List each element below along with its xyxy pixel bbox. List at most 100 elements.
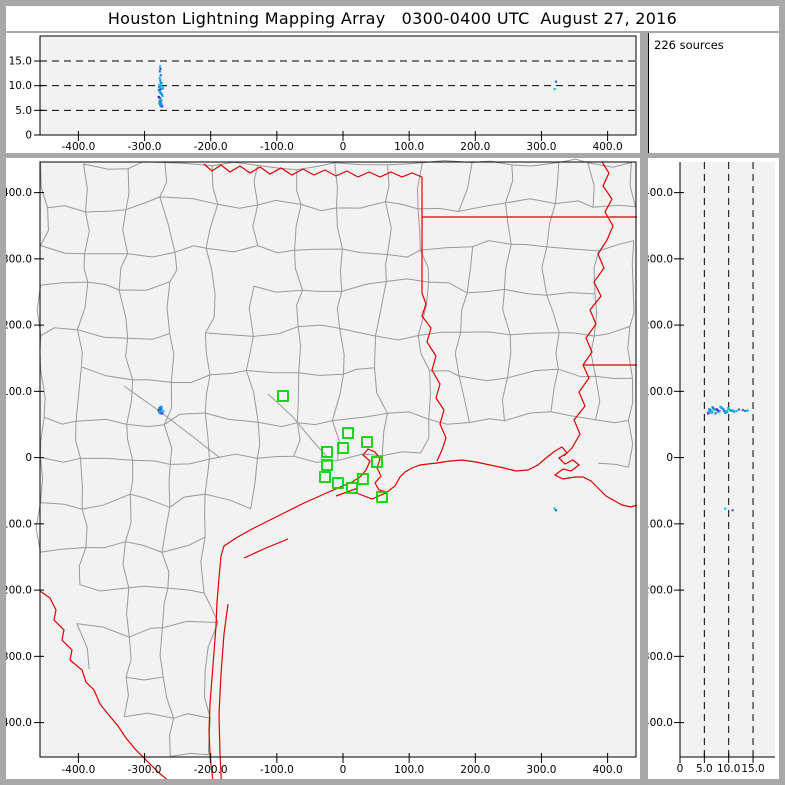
altitude-tick-label: 5.0 xyxy=(696,763,713,775)
source-point xyxy=(160,408,163,411)
plot-area xyxy=(680,162,775,757)
distance-x-tick-label: -200.0 xyxy=(194,141,228,153)
source-point xyxy=(731,409,734,412)
distance-x-tick-label: -200.0 xyxy=(194,764,228,776)
source-point xyxy=(159,406,162,409)
source-point xyxy=(159,67,162,70)
distance-x-tick-label: 200.0 xyxy=(460,764,490,776)
distance-x-tick-label: 400.0 xyxy=(593,764,623,776)
station-marker xyxy=(361,436,373,448)
source-point xyxy=(737,408,741,411)
source-point xyxy=(741,408,744,412)
page-title: Houston Lightning Mapping Array 0300-040… xyxy=(107,9,678,28)
source-point xyxy=(160,405,163,408)
coastline-red xyxy=(353,491,389,500)
source-point xyxy=(716,409,719,412)
source-point xyxy=(553,507,556,510)
source-point xyxy=(715,408,718,411)
altitude-tick-label: 0 xyxy=(25,130,32,142)
distance-y-tick-label: -300.0 xyxy=(6,651,32,663)
distance-x-tick-label: 100.0 xyxy=(394,141,424,153)
distance-y-tick-label: 300.0 xyxy=(6,253,32,265)
county-boundaries xyxy=(35,158,636,757)
station-marker xyxy=(357,473,369,485)
distance-x-tick-label: -100.0 xyxy=(260,764,294,776)
plot-frame xyxy=(39,161,637,758)
source-count-label: 226 sources xyxy=(654,38,724,52)
distance-x-tick-label: -300.0 xyxy=(128,764,162,776)
altitude-ns-plot: 400.0 300.0 200.0 100.0 0 -100.0 -200.0 -300.0 -… xyxy=(648,162,775,775)
source-point xyxy=(158,65,162,68)
altitude-tick-label: 10.0 xyxy=(717,763,740,775)
source-point xyxy=(731,509,734,512)
distance-y-tick-label: -400.0 xyxy=(648,717,673,729)
source-point xyxy=(714,412,717,415)
distance-x-tick-label: 300.0 xyxy=(526,764,556,776)
state-border-red xyxy=(563,161,614,457)
distance-y-tick-label: 0 xyxy=(666,452,673,464)
source-point xyxy=(730,409,733,412)
source-point xyxy=(744,409,747,412)
state-border-red xyxy=(421,177,447,462)
distance-y-tick-label: -400.0 xyxy=(6,717,32,729)
source-point xyxy=(160,82,163,85)
station-marker xyxy=(321,446,333,458)
title-bar: Houston Lightning Mapping Array 0300-040… xyxy=(6,6,779,31)
station-marker xyxy=(342,427,354,439)
station-marker xyxy=(332,477,344,489)
source-point xyxy=(717,410,720,414)
source-point xyxy=(746,409,749,412)
source-point xyxy=(735,409,738,413)
distance-x-tick-label: 0 xyxy=(340,141,347,153)
distance-y-tick-label: 100.0 xyxy=(6,386,32,398)
coastline-red xyxy=(218,603,229,779)
distance-x-tick-label: -400.0 xyxy=(61,764,95,776)
distance-y-tick-label: 100.0 xyxy=(648,386,673,398)
source-point xyxy=(723,409,726,412)
source-point xyxy=(724,411,727,414)
map-panel: -400.0 -300.0 -200.0 -100.0 0 100.0 200.0 300.0… xyxy=(6,158,640,779)
state-border-red xyxy=(203,163,423,178)
source-point xyxy=(159,408,162,411)
source-point xyxy=(162,86,165,89)
source-point xyxy=(162,409,165,413)
source-point xyxy=(719,405,722,408)
source-point xyxy=(158,76,161,79)
source-point xyxy=(732,410,736,413)
distance-x-tick-label: 100.0 xyxy=(394,764,424,776)
distance-y-tick-label: -200.0 xyxy=(648,585,673,597)
distance-y-tick-label: -300.0 xyxy=(648,651,673,663)
plan-view-map-plot: -400.0 -300.0 -200.0 -100.0 0 100.0 200.0 300.0… xyxy=(6,158,638,779)
station-marker xyxy=(371,456,383,468)
altitude-tick-label: 15.0 xyxy=(741,763,764,775)
altitude-ns-panel: 400.0 300.0 200.0 100.0 0 -100.0 -200.0 -300.0 -… xyxy=(648,158,779,779)
altitude-ew-panel: 0 5.0 10.0 15.0 -400.0 -300.0 -200.0 -100.0 0 100… xyxy=(6,33,640,153)
source-point xyxy=(710,411,713,414)
station-marker xyxy=(277,390,289,402)
distance-x-tick-label: 200.0 xyxy=(460,141,490,153)
source-point xyxy=(161,412,164,415)
distance-y-tick-label: 400.0 xyxy=(648,187,673,199)
distance-y-tick-label: 300.0 xyxy=(648,253,673,265)
source-point xyxy=(724,507,727,510)
distance-x-tick-label: -100.0 xyxy=(260,141,294,153)
source-point xyxy=(158,411,161,414)
source-point xyxy=(159,85,163,88)
source-point xyxy=(554,509,558,512)
source-point xyxy=(707,412,710,415)
station-marker xyxy=(321,459,333,471)
distance-y-tick-label: 200.0 xyxy=(6,320,32,332)
distance-y-tick-label: -100.0 xyxy=(648,518,673,530)
distance-x-tick-label: 0 xyxy=(340,764,347,776)
station-marker xyxy=(346,482,358,494)
source-point xyxy=(158,70,161,73)
source-point xyxy=(554,80,558,83)
altitude-tick-label: 15.0 xyxy=(9,56,32,68)
source-point xyxy=(159,79,162,82)
altitude-tick-label: 5.0 xyxy=(15,105,32,117)
station-marker xyxy=(337,442,349,454)
station-marker xyxy=(319,471,331,483)
altitude-tick-label: 10.0 xyxy=(9,80,32,92)
altitude-ew-plot: 0 5.0 10.0 15.0 -400.0 -300.0 -200.0 -100.0 0 100… xyxy=(9,35,637,153)
